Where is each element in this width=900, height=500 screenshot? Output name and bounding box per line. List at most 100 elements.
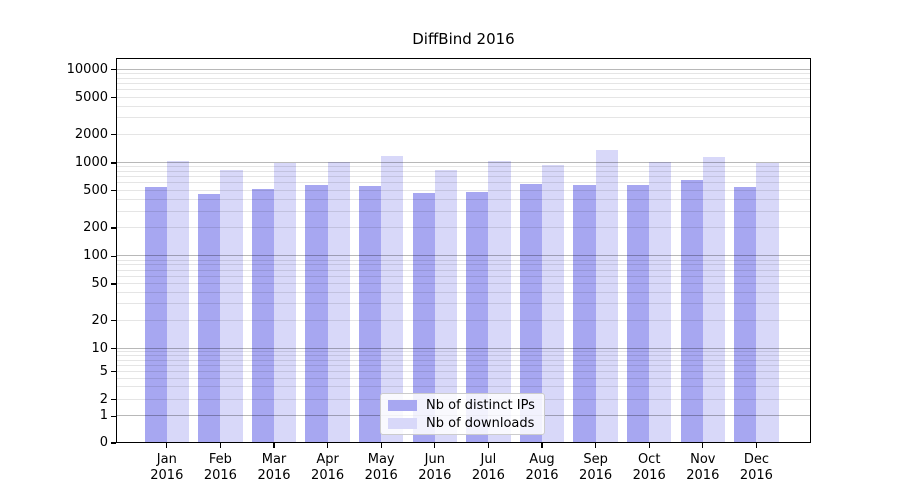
y-tick-label: 500 (83, 182, 108, 198)
y-tick-mark (111, 442, 116, 444)
gridline (116, 269, 811, 271)
y-tick-label: 200 (83, 220, 108, 236)
gridline (116, 255, 811, 257)
y-tick-label: 10 (91, 340, 108, 356)
gridline (116, 198, 811, 200)
y-tick-mark (111, 283, 116, 285)
gridline (116, 303, 811, 305)
x-tick-mark (595, 443, 597, 448)
gridline (116, 133, 811, 135)
y-tick-mark (111, 69, 116, 71)
gridline (116, 166, 811, 168)
y-tick-label: 20 (91, 312, 108, 328)
gridline (116, 117, 811, 119)
plot-area (116, 58, 811, 443)
bar-nb-of-distinct-ips-apr-2016 (305, 185, 328, 443)
bar-nb-of-downloads-aug-2016 (542, 165, 565, 443)
gridline (116, 377, 811, 379)
gridline (116, 364, 811, 366)
y-tick-mark (111, 399, 116, 401)
y-tick-mark (111, 348, 116, 350)
gridline (116, 351, 811, 353)
y-tick-label: 100 (83, 248, 108, 264)
bar-nb-of-downloads-feb-2016 (220, 169, 243, 443)
x-tick-label: Mar 2016 (257, 452, 291, 483)
gridline (116, 370, 811, 372)
bar-nb-of-downloads-oct-2016 (649, 161, 672, 443)
bar-nb-of-downloads-mar-2016 (274, 163, 297, 443)
x-tick-mark (702, 443, 704, 448)
x-tick-label: Jul 2016 (471, 452, 505, 483)
x-tick-label: Oct 2016 (632, 452, 666, 483)
gridline (116, 355, 811, 357)
y-tick-label: 50 (91, 275, 108, 291)
gridline (116, 105, 811, 107)
x-tick-label: Aug 2016 (525, 452, 559, 483)
legend-item-downloads: Nb of downloads (381, 416, 544, 431)
bar-nb-of-distinct-ips-nov-2016 (680, 179, 703, 443)
bar-nb-of-downloads-jan-2016 (166, 161, 190, 443)
y-tick-mark (111, 415, 116, 417)
bar-nb-of-distinct-ips-aug-2016 (519, 184, 542, 443)
x-tick-label: Feb 2016 (203, 452, 237, 483)
gridline (116, 264, 811, 266)
gridline (116, 386, 811, 388)
x-tick-label: May 2016 (364, 452, 398, 483)
gridline (116, 283, 811, 284)
y-tick-mark (111, 190, 116, 192)
bar-nb-of-distinct-ips-mar-2016 (251, 189, 274, 443)
y-tick-mark (111, 371, 116, 373)
y-tick-mark (111, 134, 116, 136)
x-tick-mark (166, 443, 168, 448)
x-tick-mark (380, 443, 382, 448)
x-tick-mark (755, 443, 757, 448)
y-tick-label: 0 (99, 435, 108, 450)
gridline (116, 72, 811, 74)
gridline (116, 83, 811, 85)
x-tick-label: Jun 2016 (418, 452, 452, 483)
gridline (116, 182, 811, 184)
bar-nb-of-downloads-dec-2016 (756, 163, 779, 443)
x-tick-label: Apr 2016 (311, 452, 345, 483)
x-tick-label: Dec 2016 (739, 452, 773, 483)
bar-nb-of-downloads-nov-2016 (702, 156, 726, 443)
bar-nb-of-downloads-apr-2016 (327, 162, 350, 443)
legend: Nb of distinct IPs Nb of downloads (380, 393, 545, 435)
gridline (116, 89, 811, 91)
bar-nb-of-downloads-jun-2016 (434, 170, 458, 443)
y-tick-label: 2 (99, 391, 108, 407)
gridline (116, 189, 811, 191)
bar-nb-of-distinct-ips-feb-2016 (198, 194, 221, 443)
gridline (116, 176, 811, 178)
y-tick-label: 2000 (74, 126, 108, 142)
x-tick-label: Sep 2016 (579, 452, 613, 483)
legend-swatch-distinct-ips (388, 399, 417, 411)
bar-nb-of-distinct-ips-jun-2016 (412, 193, 435, 443)
bar-nb-of-distinct-ips-jan-2016 (144, 186, 167, 443)
bar-nb-of-distinct-ips-sep-2016 (573, 185, 596, 443)
gridline (116, 319, 811, 321)
y-tick-label: 1 (99, 408, 108, 424)
x-tick-mark (273, 443, 275, 448)
gridline (116, 347, 811, 349)
gridline (116, 96, 811, 98)
x-tick-mark (219, 443, 221, 448)
gridline (116, 259, 811, 261)
gridline (116, 359, 811, 361)
gridline (116, 162, 811, 163)
bar-nb-of-downloads-may-2016 (381, 155, 404, 443)
y-tick-mark (111, 162, 116, 164)
legend-swatch-downloads (388, 417, 417, 429)
bar-nb-of-downloads-sep-2016 (595, 150, 618, 443)
gridline (116, 68, 811, 70)
x-tick-mark (487, 443, 489, 448)
gridline (116, 275, 811, 277)
y-tick-mark (111, 227, 116, 229)
bar-nb-of-distinct-ips-may-2016 (358, 185, 382, 443)
bar-nb-of-distinct-ips-dec-2016 (734, 187, 757, 443)
gridline (116, 291, 811, 293)
legend-label-downloads: Nb of downloads (426, 415, 535, 431)
legend-label-distinct-ips: Nb of distinct IPs (426, 397, 535, 413)
gridline (116, 170, 811, 172)
